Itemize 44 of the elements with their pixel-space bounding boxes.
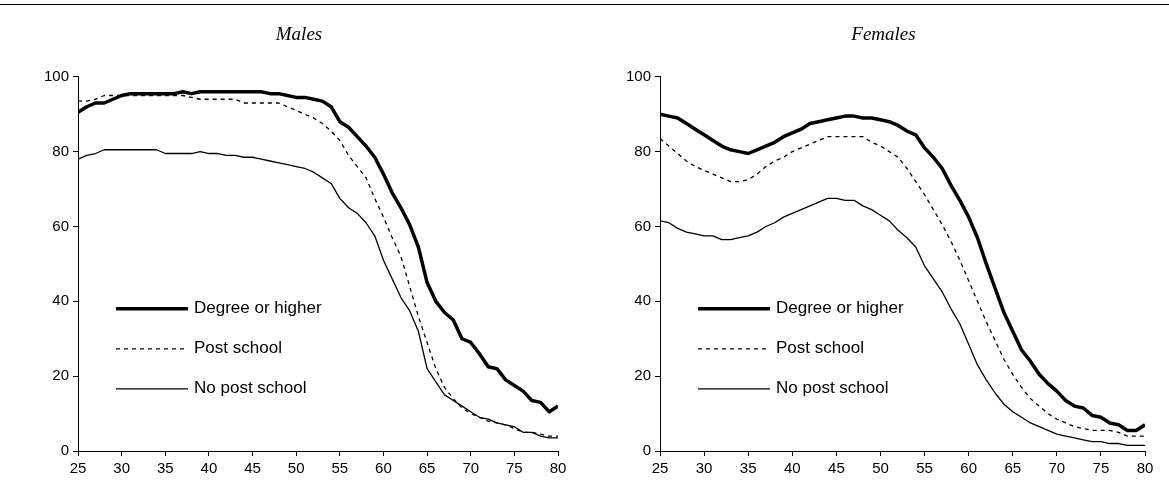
x-tick-label: 25 [69, 459, 87, 477]
x-tick-label: 70 [1048, 459, 1066, 477]
x-tick-label: 50 [872, 459, 889, 477]
x-tick-label: 80 [1136, 459, 1154, 477]
x-tick-label: 45 [244, 459, 261, 477]
x-tick-label: 30 [113, 459, 130, 477]
legend-label: Degree or higher [194, 298, 322, 318]
x-tick-label: 75 [506, 459, 523, 477]
x-tick-label: 40 [783, 459, 801, 477]
x-tick-label: 45 [828, 459, 845, 477]
x-tick-label: 25 [651, 459, 669, 477]
x-tick-label: 30 [695, 459, 713, 477]
x-tick-label: 50 [287, 459, 305, 477]
chart-title: Females [850, 23, 916, 45]
legend-label: No post school [776, 378, 889, 398]
x-tick-label: 65 [1004, 459, 1022, 477]
y-tick-label: 60 [634, 216, 652, 234]
legend-label: No post school [194, 378, 307, 398]
x-tick-label: 60 [375, 459, 392, 477]
x-tick-label: 40 [200, 459, 218, 477]
x-tick-label: 75 [1092, 459, 1110, 477]
x-tick-label: 35 [156, 459, 174, 477]
chart-title: Males [274, 23, 323, 45]
x-tick-label: 70 [462, 459, 480, 477]
x-tick-label: 60 [960, 459, 977, 477]
x-tick-label: 65 [418, 459, 436, 477]
x-tick-label: 55 [916, 459, 933, 477]
y-tick-label: 20 [52, 366, 70, 384]
y-tick-label: 0 [642, 441, 652, 459]
x-tick-label: 80 [549, 459, 567, 477]
legend-label: Degree or higher [776, 298, 904, 318]
y-tick-label: 40 [52, 291, 70, 309]
x-tick-label: 55 [331, 459, 349, 477]
x-tick-label: 35 [739, 459, 757, 477]
legend-label: Post school [194, 338, 282, 358]
y-tick-label: 40 [634, 291, 652, 309]
y-tick-label: 100 [626, 66, 652, 84]
y-tick-label: 20 [634, 366, 652, 384]
legend-label: Post school [776, 338, 864, 358]
y-tick-label: 60 [52, 216, 70, 234]
y-tick-label: 80 [634, 141, 652, 159]
y-tick-label: 100 [44, 66, 70, 84]
y-tick-label: 80 [52, 141, 70, 159]
y-tick-label: 0 [60, 441, 70, 459]
